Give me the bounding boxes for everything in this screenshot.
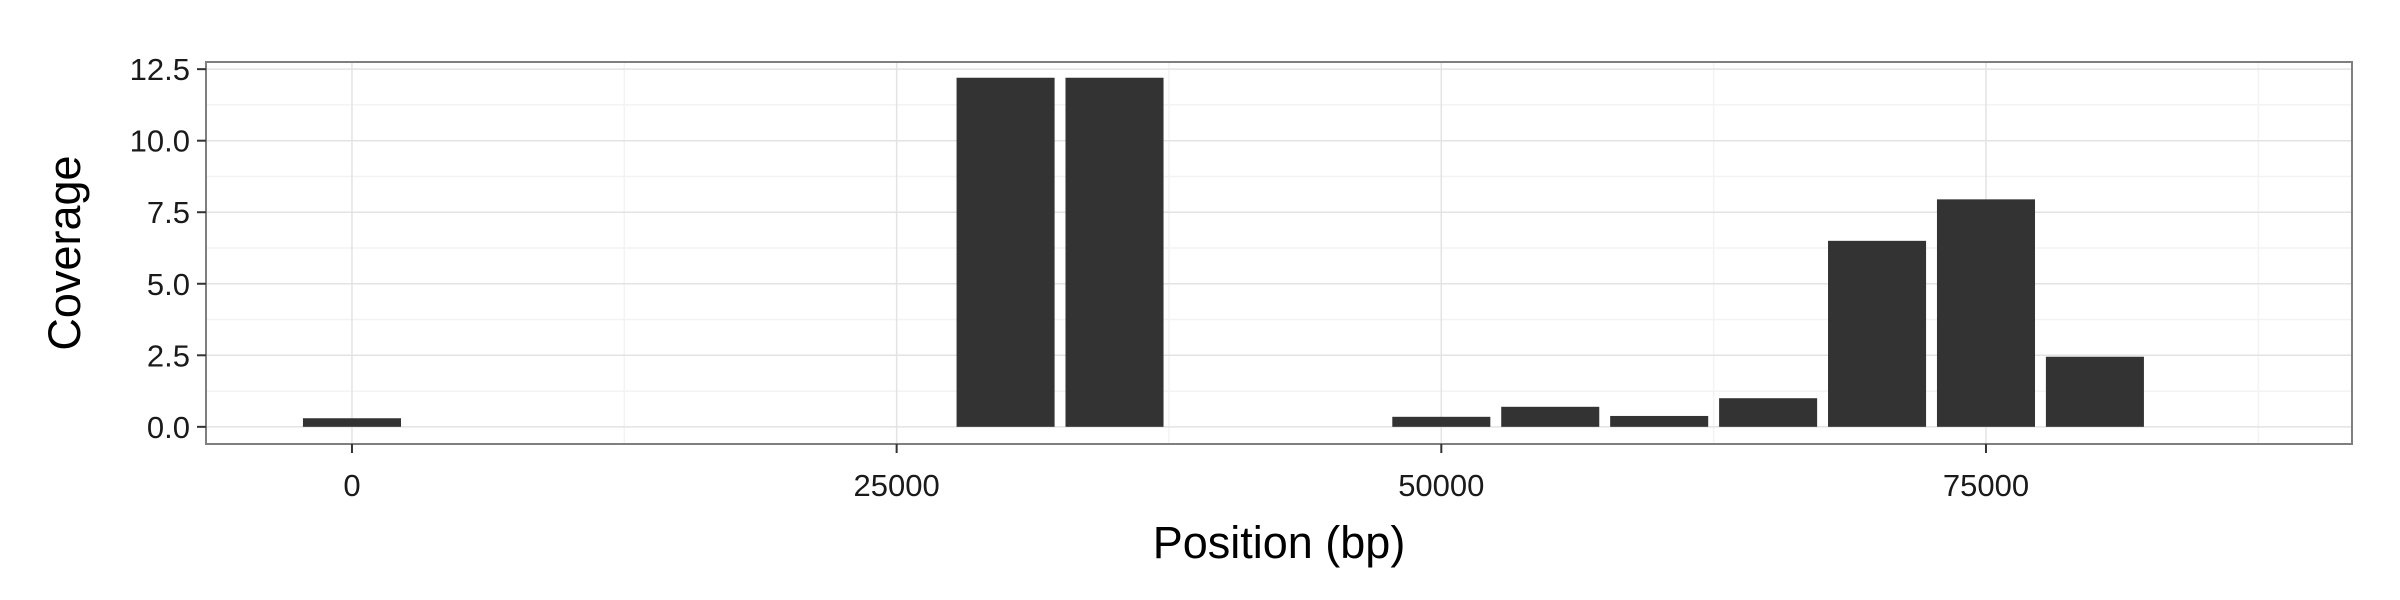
y-axis-ticks: 0.0 2.5 5.0 7.5 10.0 12.5	[130, 52, 206, 445]
bar	[1936, 199, 2036, 427]
plot-panel-border	[205, 61, 2353, 445]
bar	[1501, 406, 1600, 427]
y-tick-label: 5.0	[147, 267, 190, 302]
bar	[1392, 416, 1491, 427]
bar	[1719, 398, 1818, 427]
y-tick-label: 0.0	[147, 410, 190, 445]
bar	[1828, 240, 1927, 427]
x-tick-label: 0	[343, 468, 360, 503]
x-tick-label: 25000	[854, 468, 940, 503]
y-tick-label: 7.5	[147, 195, 190, 230]
x-tick-label: 50000	[1398, 468, 1484, 503]
y-tick-label: 10.0	[130, 124, 190, 159]
x-axis-title: Position (bp)	[1153, 517, 1406, 568]
x-axis-ticks: 0 25000 50000 75000	[343, 444, 2029, 503]
bar	[302, 418, 401, 427]
bar	[956, 77, 1055, 427]
y-axis-title: Coverage	[39, 155, 90, 350]
bar	[1610, 415, 1709, 427]
y-tick-label: 12.5	[130, 52, 190, 87]
bars	[302, 77, 2144, 427]
bar	[2045, 356, 2144, 427]
y-tick-label: 2.5	[147, 338, 190, 373]
bar	[1065, 77, 1164, 427]
x-tick-label: 75000	[1943, 468, 2029, 503]
